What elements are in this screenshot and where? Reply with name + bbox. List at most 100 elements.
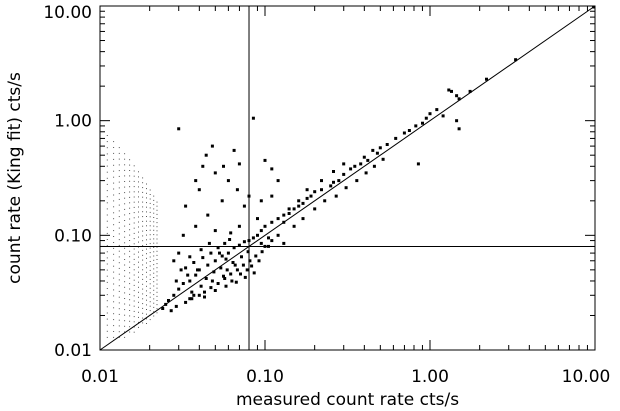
faint-point [146, 276, 147, 278]
faint-point [106, 153, 108, 155]
faint-point [118, 308, 120, 310]
faint-point [149, 256, 151, 258]
data-point [220, 254, 224, 258]
faint-point [129, 310, 131, 311]
faint-point [153, 208, 155, 210]
faint-point [138, 206, 139, 208]
data-point [320, 188, 323, 192]
faint-point [153, 212, 155, 214]
faint-point [124, 164, 126, 166]
faint-point [153, 251, 155, 253]
faint-point [113, 224, 115, 226]
data-point [194, 273, 198, 277]
faint-point [106, 263, 108, 265]
faint-point [124, 275, 126, 277]
faint-point [146, 290, 147, 292]
faint-point [146, 257, 147, 259]
data-point [201, 256, 205, 260]
data-point [375, 151, 379, 155]
data-point [301, 201, 305, 205]
faint-point [106, 306, 108, 308]
faint-point [133, 316, 135, 318]
data-point [270, 239, 274, 243]
faint-point [138, 306, 139, 308]
faint-point [146, 183, 147, 185]
faint-point [129, 266, 131, 268]
faint-point [133, 321, 135, 323]
x-tick-label: 10.00 [562, 367, 611, 387]
faint-point [113, 158, 115, 160]
data-point [188, 279, 192, 283]
faint-point [124, 169, 126, 171]
data-point [364, 171, 368, 175]
faint-point [129, 326, 131, 328]
data-point [235, 268, 239, 272]
faint-point [146, 267, 147, 269]
faint-point [153, 285, 155, 287]
faint-point [129, 180, 131, 182]
faint-point [124, 236, 126, 238]
faint-point [113, 301, 115, 303]
data-point [210, 144, 214, 148]
faint-point [113, 176, 115, 178]
faint-point [142, 191, 144, 193]
faint-point [146, 188, 147, 190]
faint-point [113, 141, 115, 143]
faint-point [133, 196, 135, 198]
faint-point [153, 259, 155, 261]
data-point [407, 129, 411, 132]
faint-point [142, 264, 144, 266]
faint-point [142, 312, 144, 314]
data-point [240, 255, 243, 259]
faint-point [138, 296, 139, 298]
faint-point [153, 277, 155, 278]
faint-point [142, 201, 144, 203]
faint-point [133, 284, 135, 286]
faint-point [129, 207, 131, 209]
faint-point [129, 320, 131, 322]
faint-point [106, 196, 108, 198]
faint-point [153, 281, 155, 283]
faint-point [153, 229, 155, 231]
faint-point [124, 259, 126, 260]
data-point [334, 194, 338, 198]
faint-point [153, 195, 155, 197]
faint-point [153, 199, 155, 201]
data-point [485, 77, 488, 81]
faint-point [133, 227, 135, 229]
faint-point [113, 236, 115, 237]
faint-point [129, 218, 131, 220]
faint-point [142, 220, 144, 222]
faint-point [106, 147, 108, 149]
data-point [355, 179, 359, 183]
faint-point [138, 191, 139, 193]
data-point [243, 275, 247, 279]
faint-point [113, 230, 115, 232]
faint-point [138, 226, 139, 228]
faint-point [149, 319, 151, 321]
data-point [210, 279, 214, 283]
data-point [184, 204, 188, 208]
data-point [457, 127, 461, 131]
faint-point [138, 216, 139, 218]
data-point [207, 241, 211, 245]
faint-point [113, 170, 115, 172]
faint-point [129, 159, 131, 161]
faint-point [133, 326, 135, 328]
faint-point [153, 302, 155, 304]
faint-point [106, 159, 108, 161]
faint-point [106, 281, 108, 283]
faint-point [113, 283, 115, 285]
faint-point [113, 212, 115, 214]
faint-point [118, 198, 120, 200]
data-point [313, 207, 317, 211]
faint-point [124, 203, 126, 205]
faint-point [149, 301, 151, 303]
data-point [292, 207, 296, 211]
faint-point [113, 218, 115, 220]
data-point [276, 179, 280, 183]
x-axis-title: measured count rate cts/s [236, 390, 459, 410]
faint-point [138, 246, 139, 248]
data-point [282, 213, 286, 217]
faint-point [138, 256, 139, 258]
